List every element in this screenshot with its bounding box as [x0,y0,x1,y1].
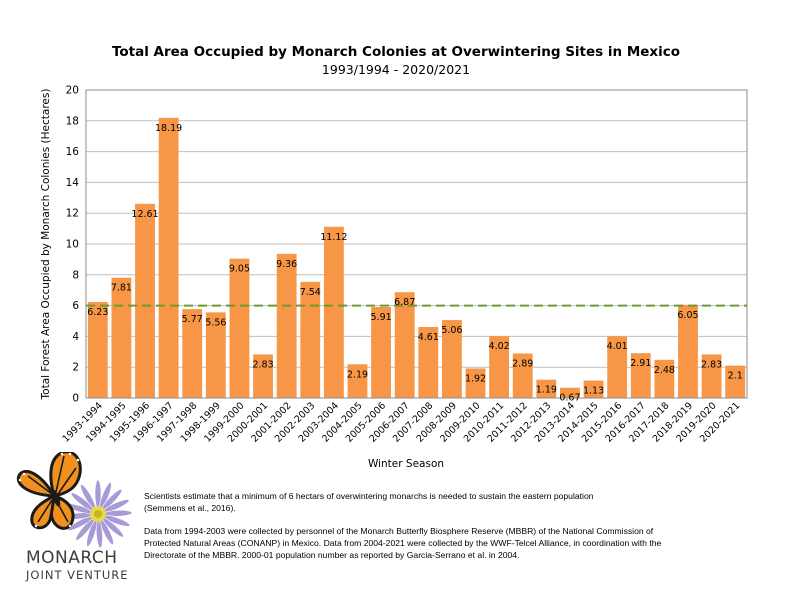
y-tick-label: 10 [66,239,79,251]
logo-text-joint-venture: JOINT VENTURE [26,568,129,582]
y-axis-label: Total Forest Area Occupied by Monarch Co… [40,89,52,401]
y-tick-label: 18 [66,115,79,127]
data-label: 2.1 [728,371,743,382]
y-tick-label: 20 [66,85,79,97]
bar [135,203,155,398]
bar [253,354,273,398]
logo-text-monarch: MONARCH [26,548,118,568]
bar [300,281,321,398]
data-label: 4.02 [489,341,510,352]
y-tick-label: 4 [72,331,79,343]
data-label: 6.23 [87,307,108,318]
bar [87,302,108,398]
y-tick-label: 6 [72,300,79,312]
bar [418,327,439,398]
data-label: 6.87 [394,297,415,308]
data-label: 2.48 [654,365,675,376]
bar [229,258,250,398]
bar [465,368,486,398]
bar [701,354,722,398]
bar [536,379,557,398]
data-label: 2.91 [630,358,651,369]
bars [87,117,746,399]
data-label: 9.05 [229,264,250,275]
y-tick-label: 12 [66,208,79,220]
bar [678,304,698,398]
y-tick-label: 16 [66,146,80,158]
y-tick-label: 2 [72,362,79,374]
data-label: 5.06 [441,325,462,336]
data-labels: 6.23 7.81 12.61 18.19 5.77 5.56 9.05 2.83 9.36 7.… [87,123,743,404]
note-data-source-2: Protected Natural Areas (CONANP) in Mexi… [144,538,662,548]
data-label: 11.12 [320,232,347,243]
data-label: 18.19 [155,123,182,134]
plot-frame [85,89,748,399]
data-label: 1.13 [583,386,604,397]
bar [111,277,132,398]
monarch-joint-venture-logo: MONARCH JOINT VENTURE [12,450,140,582]
note-citation: (Semmens et al., 2016). [144,503,236,513]
y-tick-labels: 0 2 4 6 8 10 12 14 16 18 20 [66,85,80,405]
x-tick-labels: 1993-19941994-19951995-19961996-19971997… [61,400,743,444]
data-label: 0.67 [559,393,580,404]
y-tick-label: 8 [72,269,79,281]
bar [630,353,651,398]
data-label: 6.05 [677,310,698,321]
chart-title: Total Area Occupied by Monarch Colonies … [111,44,681,60]
data-label: 7.54 [300,287,321,298]
plot-area-border [85,89,748,399]
data-label: 7.81 [111,283,132,294]
chart-subtitle: 1993/1994 - 2020/2021 [321,62,471,77]
data-label: 12.61 [131,209,158,220]
data-label: 2.89 [512,358,533,369]
bar [323,226,344,398]
bar [276,253,297,398]
bar [441,320,462,398]
bar [583,380,604,398]
bar [607,336,628,398]
y-tick-label: 14 [66,177,80,189]
note-data-source-1: Data from 1994-2003 were collected by pe… [144,526,654,536]
data-label: 2.83 [252,359,273,370]
bar [394,292,415,398]
monarch-butterfly-on-aster-icon [17,450,133,549]
bar [654,359,675,398]
data-label: 4.61 [418,332,439,343]
data-label: 2.19 [347,369,368,380]
bar [512,353,533,398]
bar [158,117,179,399]
data-label: 2.83 [701,359,722,370]
data-label: 5.77 [182,314,203,325]
note-data-source-3: Directorate of the MBBR. 2000-01 populat… [144,550,520,560]
data-label: 1.19 [536,385,557,396]
data-label: 9.36 [276,259,297,270]
bar [560,387,580,398]
bar [182,309,203,398]
data-label: 5.91 [371,312,392,323]
bar [205,312,226,398]
bar [725,365,746,398]
data-label: 4.01 [607,341,628,352]
x-axis-label: Winter Season [368,458,444,470]
bar [371,306,392,398]
note-minimum-habitat: Scientists estimate that a minimum of 6 … [144,491,594,501]
bar [489,336,510,398]
bar [347,364,368,398]
data-label: 1.92 [465,373,486,384]
y-tick-label: 0 [72,393,79,405]
data-label: 5.56 [205,317,226,328]
